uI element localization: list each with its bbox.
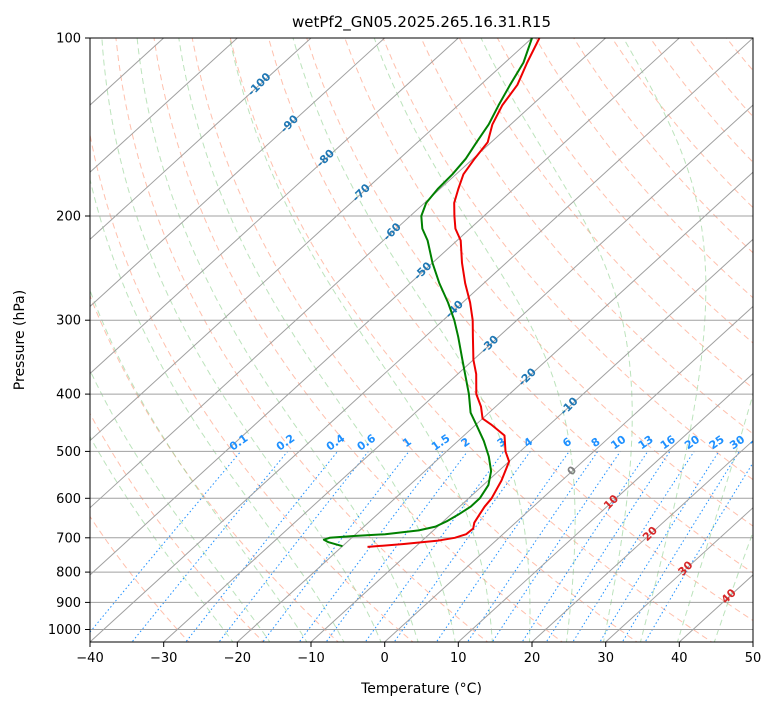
x-tick-label: 50 — [745, 651, 762, 666]
y-tick-label: 800 — [56, 566, 81, 581]
y-tick-label: 200 — [56, 210, 81, 225]
x-axis-label: Temperature (°C) — [360, 681, 482, 697]
y-axis-label: Pressure (hPa) — [12, 290, 28, 390]
x-tick-label: −30 — [150, 651, 177, 666]
y-tick-label: 100 — [56, 32, 81, 47]
y-tick-label: 600 — [56, 492, 81, 507]
y-tick-label: 300 — [56, 314, 81, 329]
x-tick-label: −40 — [76, 651, 103, 666]
x-tick-label: −20 — [224, 651, 251, 666]
x-tick-label: −10 — [297, 651, 324, 666]
y-tick-label: 400 — [56, 388, 81, 403]
x-tick-label: 0 — [381, 651, 389, 666]
y-tick-label: 500 — [56, 445, 81, 460]
y-tick-label: 700 — [56, 531, 81, 546]
y-tick-label: 900 — [56, 596, 81, 611]
x-tick-label: 10 — [450, 651, 467, 666]
chart-title: wetPf2_GN05.2025.265.16.31.R15 — [292, 13, 551, 32]
x-tick-label: 20 — [524, 651, 541, 666]
x-tick-label: 30 — [597, 651, 614, 666]
x-tick-label: 40 — [671, 651, 688, 666]
y-tick-label: 1000 — [48, 623, 81, 638]
